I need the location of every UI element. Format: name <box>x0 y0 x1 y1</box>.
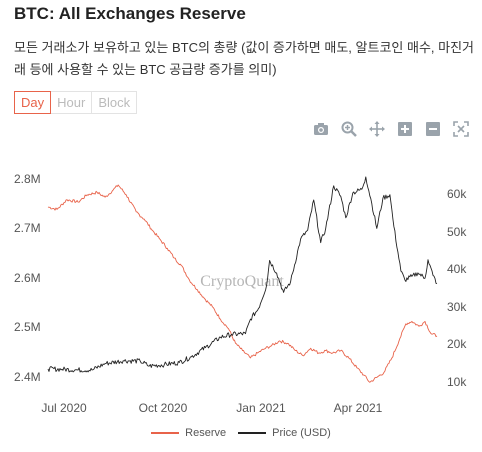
left-axis-ticks: 2.4M 2.5M 2.6M 2.7M 2.8M <box>14 172 41 384</box>
y-left-tick: 2.7M <box>14 221 41 235</box>
resolution-tabs: Day Hour Block <box>14 91 138 114</box>
tab-block[interactable]: Block <box>91 91 138 114</box>
page-subtitle: 모든 거래소가 보유하고 있는 BTC의 총량 (값이 증가하면 매도, 알트코… <box>14 40 475 77</box>
camera-icon[interactable] <box>312 120 330 138</box>
y-left-tick: 2.8M <box>14 172 41 186</box>
zoom-icon[interactable] <box>340 120 358 138</box>
series-layer <box>47 176 438 383</box>
x-tick: Oct 2020 <box>139 401 188 415</box>
legend-swatch-reserve <box>151 432 180 434</box>
page-title: BTC: All Exchanges Reserve <box>14 4 246 23</box>
tab-day[interactable]: Day <box>14 91 52 114</box>
x-axis-ticks: Jul 2020 Oct 2020 Jan 2021 Apr 2021 <box>41 401 382 415</box>
y-left-tick: 2.4M <box>14 370 41 384</box>
watermark: CryptoQuant <box>200 273 284 290</box>
y-right-tick: 20k <box>447 337 467 351</box>
y-left-tick: 2.6M <box>14 271 41 285</box>
x-tick: Jan 2021 <box>236 401 286 415</box>
legend-item-price[interactable]: Price (USD) <box>238 427 331 439</box>
legend-label-reserve: Reserve <box>185 427 227 439</box>
y-right-tick: 40k <box>447 262 467 276</box>
y-right-tick: 30k <box>447 300 467 314</box>
reset-axes-icon[interactable] <box>452 120 470 138</box>
y-right-tick: 10k <box>447 375 467 389</box>
x-tick: Apr 2021 <box>334 401 383 415</box>
pan-icon[interactable] <box>368 120 386 138</box>
y-right-tick: 50k <box>447 225 467 239</box>
zoom-out-icon[interactable] <box>424 120 442 138</box>
legend-swatch-price <box>238 432 267 434</box>
x-tick: Jul 2020 <box>41 401 87 415</box>
legend-label-price: Price (USD) <box>272 427 331 439</box>
right-axis-ticks: 10k 20k 30k 40k 50k 60k <box>447 187 467 389</box>
legend-item-reserve[interactable]: Reserve <box>151 427 226 439</box>
series-line-reserve <box>47 184 438 383</box>
legend: Reserve Price (USD) <box>0 427 482 439</box>
series-line-price <box>47 176 438 373</box>
y-left-tick: 2.5M <box>14 320 41 334</box>
zoom-in-icon[interactable] <box>396 120 414 138</box>
y-right-tick: 60k <box>447 187 467 201</box>
chart-toolbar <box>302 120 470 138</box>
